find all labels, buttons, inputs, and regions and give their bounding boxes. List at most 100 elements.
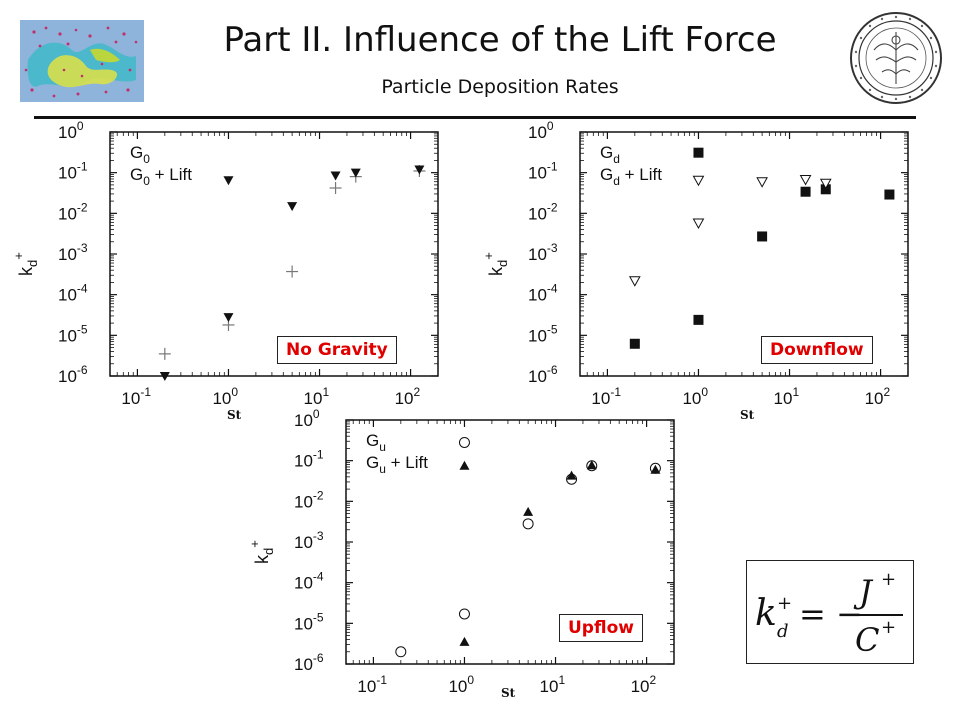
data-point-square-filled [800,186,811,197]
university-seal-logo [848,10,944,106]
data-point-triangle-up-filled [523,506,534,516]
deposition-rate-formula: k + d = − J + C + [746,560,914,664]
y-tick-label: 10-1 [58,160,88,183]
data-point-circle-open [458,436,470,448]
y-tick-label: 100 [294,407,320,430]
data-point-plus [329,181,342,194]
y-tick-label: 10-6 [58,363,88,386]
data-point-triangle-up-filled [459,460,470,470]
formula-lhs-sup: + [777,593,792,614]
data-point-square-filled [757,231,768,242]
y-tick-label: 10-4 [294,570,324,593]
legend-entry: G0 + Lift [130,165,192,188]
x-tick-label: 100 [212,385,238,408]
x-tick-label: 102 [395,385,421,408]
data-point-plus [158,347,171,360]
header-divider [34,116,916,119]
x-tick-label: 101 [774,385,800,408]
data-point-triangle-down-open [692,218,705,229]
page-subtitle: Particle Deposition Rates [381,76,619,98]
legend-entry: Gu [366,431,386,454]
data-point-triangle-down-open [819,178,832,190]
y-tick-label: 100 [58,119,84,142]
chart-no-gravity-svg: 100 10-1 10-2 10-3 10-4 10-5 10-6 10-1 100 101 102… [11,119,439,408]
y-tick-label: 10-6 [294,651,324,674]
y-tick-label: 10-3 [294,529,324,552]
data-point-triangle-up-filled [650,464,661,474]
chart-downflow: 100 10-1 10-2 10-3 10-4 10-5 10-6 10-1 100 101 102… [470,119,930,424]
chart-no-gravity: 100 10-1 10-2 10-3 10-4 10-5 10-6 10-1 100 101 102… [0,119,460,424]
data-point-triangle-down-filled [350,168,361,178]
y-tick-label: 100 [528,119,554,142]
x-tick-label: 10-1 [591,385,621,408]
data-point-circle-open [522,518,534,530]
y-axis-label: kd+ [11,252,40,276]
x-tick-label: 101 [304,385,330,408]
data-point-triangle-up-filled [459,636,470,646]
legend-entry: Gu + Lift [366,453,428,476]
y-axis-label: kd+ [481,252,510,276]
no-gravity-x-label: St [227,408,242,422]
formula-numerator: J [853,573,874,611]
x-tick-label: 100 [682,385,708,408]
y-tick-label: 10-2 [58,200,88,223]
y-tick-label: 10-5 [528,322,558,345]
data-point-triangle-down-open [756,177,768,188]
chart-upflow: 100 10-1 10-2 10-3 10-4 10-5 10-6 10-1 100 101 102… [236,407,696,712]
data-point-plus [286,265,299,278]
data-point-triangle-up-filled [586,460,597,470]
formula-denominator-sup: + [881,617,896,638]
data-point-square-filled [884,189,895,200]
chart-downflow-svg: 100 10-1 10-2 10-3 10-4 10-5 10-6 10-1 100 101 102… [481,119,909,408]
data-point-triangle-down-open [799,174,812,186]
formula-numerator-sup: + [881,569,896,590]
x-tick-label: 101 [540,673,566,696]
y-tick-label: 10-1 [528,160,558,183]
data-point-triangle-down-filled [223,176,234,186]
downflow-x-label: St [740,408,755,422]
upflow-x-label: St [501,686,516,700]
data-point-square-filled [629,338,640,349]
no-gravity-tag: No Gravity [277,336,397,364]
formula-lhs-base: k [755,593,777,634]
y-tick-label: 10-5 [58,322,88,345]
y-tick-label: 10-2 [294,488,324,511]
simulation-thumbnail-logo [20,20,144,102]
y-tick-label: 10-4 [528,282,558,305]
formula-lhs-sub: d [777,621,789,642]
data-point-circle-open [458,608,470,620]
data-point-square-filled [820,184,831,195]
x-tick-label: 102 [631,673,657,696]
legend-entry: G0 [130,143,150,166]
data-point-triangle-down-filled [414,165,425,175]
x-tick-label: 102 [865,385,891,408]
data-point-triangle-up-filled [566,470,577,480]
data-point-square-filled [693,147,704,158]
downflow-tag: Downflow [761,336,873,364]
y-tick-label: 10-3 [528,241,558,264]
y-tick-label: 10-5 [294,610,324,633]
y-axis-label: kd+ [247,540,276,564]
y-tick-label: 10-1 [294,448,324,471]
data-point-triangle-down-filled [159,372,170,381]
data-point-triangle-down-filled [223,313,234,323]
x-tick-label: 100 [448,673,474,696]
plot-frame [109,131,439,377]
data-point-triangle-down-filled [287,202,298,212]
x-tick-label: 10-1 [121,385,151,408]
data-point-triangle-down-open [628,276,641,287]
data-point-square-filled [693,314,704,325]
y-tick-label: 10-3 [58,241,88,264]
legend-entry: Gd + Lift [600,165,662,188]
upflow-tag: Upflow [559,614,643,642]
data-point-triangle-down-open [692,175,705,187]
data-point-circle-open [395,646,407,658]
data-point-triangle-down-filled [330,171,341,181]
legend-entry: Gd [600,143,620,166]
y-tick-label: 10-6 [528,363,558,386]
plot-frame [579,131,909,377]
page-title: Part II. Influence of the Lift Force [223,20,777,60]
y-tick-label: 10-4 [58,282,88,305]
chart-upflow-svg: 100 10-1 10-2 10-3 10-4 10-5 10-6 10-1 100 101 102… [247,407,675,696]
x-tick-label: 10-1 [357,673,387,696]
